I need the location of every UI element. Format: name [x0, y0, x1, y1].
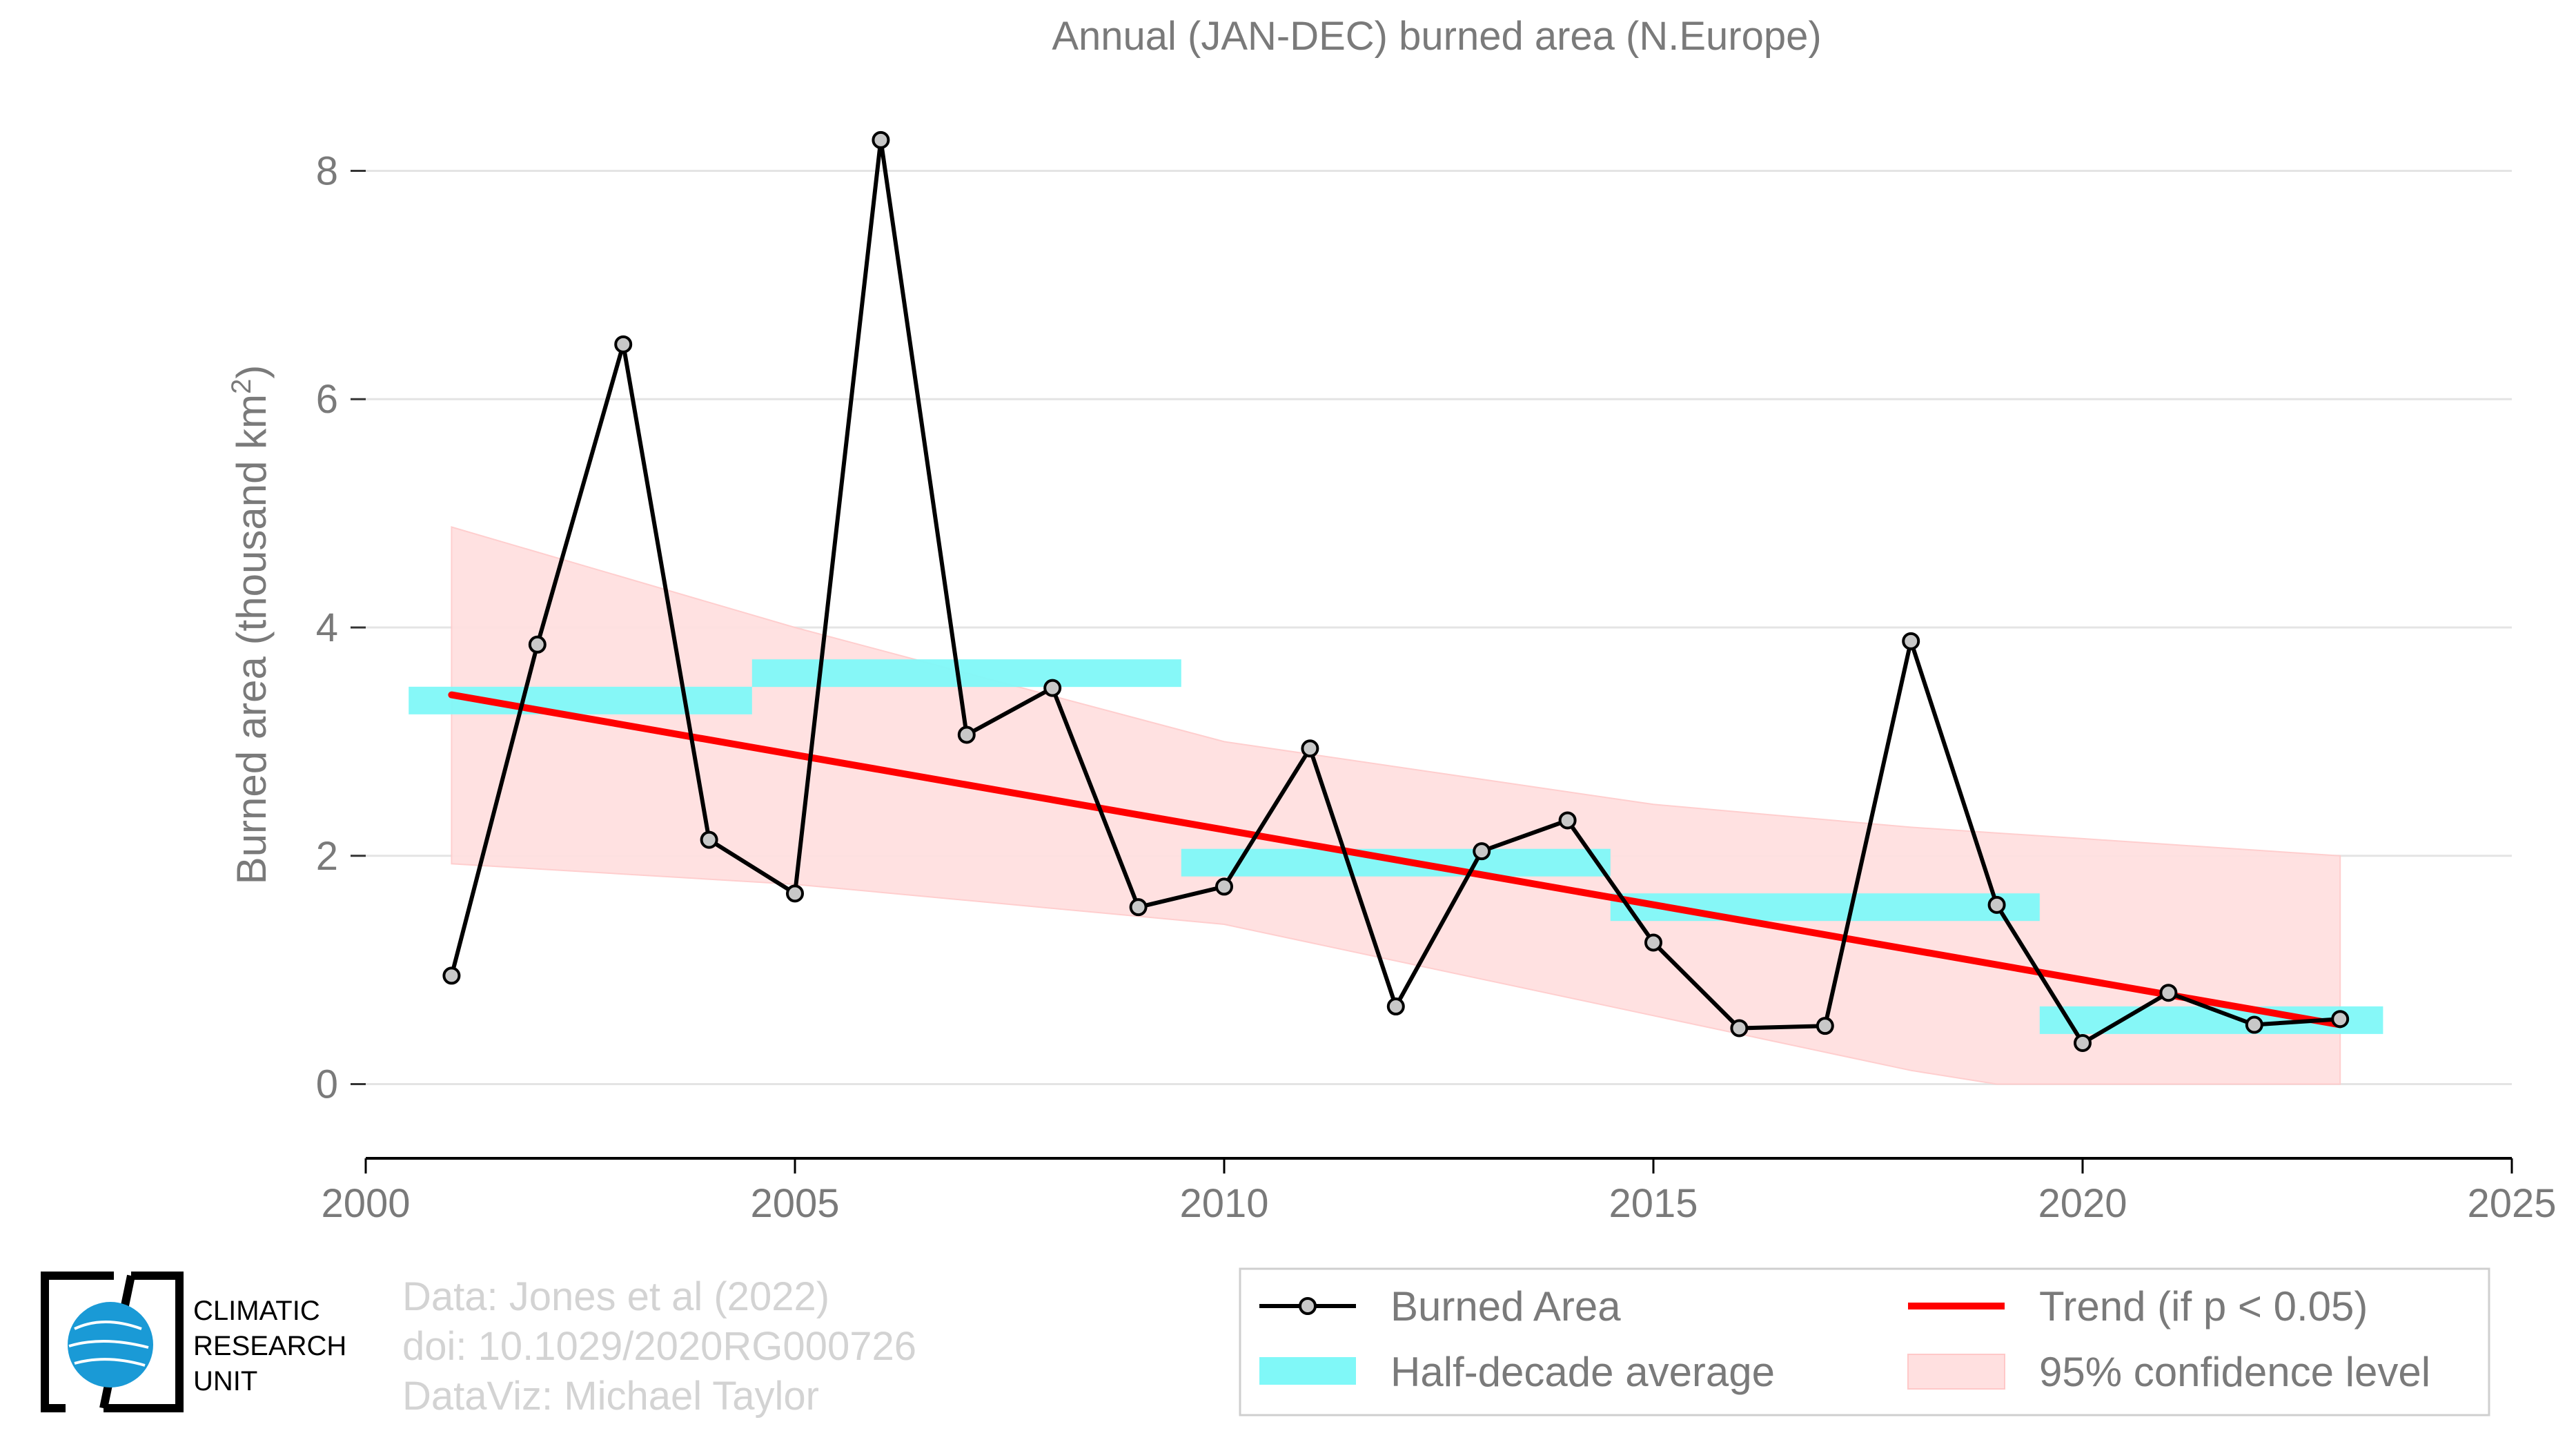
x-tick-label: 2000	[321, 1181, 410, 1226]
data-point	[872, 130, 890, 149]
legend-swatch-confidence	[1907, 1354, 2005, 1390]
x-tick-label: 2020	[2038, 1181, 2127, 1226]
logo-bracket-icon	[41, 1272, 184, 1412]
data-point	[1644, 933, 1662, 952]
data-point	[442, 966, 461, 985]
credit-doi: doi: 10.1029/2020RG000726	[402, 1324, 916, 1369]
x-tick-label: 2005	[750, 1181, 839, 1226]
trend-line	[448, 691, 2344, 1029]
chart-title: Annual (JAN-DEC) burned area (N.Europe)	[1052, 14, 1821, 59]
legend-label-half-decade: Half-decade average	[1390, 1349, 1775, 1395]
logo-globe-swirl-icon	[68, 1321, 149, 1367]
x-tick-label: 2010	[1179, 1181, 1268, 1226]
y-tick-label: 4	[316, 605, 338, 650]
legend-box	[1239, 1267, 2490, 1416]
data-point	[786, 884, 804, 903]
data-point	[957, 726, 976, 744]
data-point	[700, 830, 718, 849]
credits: Data: Jones et al (2022) doi: 10.1029/20…	[402, 1274, 916, 1419]
data-point	[1730, 1019, 1749, 1038]
axes: 0 2 4 6 8 2000 2005 2010 2015 2020 2025	[316, 148, 2557, 1226]
legend-swatch-half-decade	[1259, 1357, 1356, 1385]
data-point	[1129, 898, 1148, 917]
data-point	[2074, 1033, 2092, 1052]
y-tick-label: 0	[316, 1062, 338, 1107]
data-point	[614, 335, 633, 353]
x-tick-label: 2025	[2467, 1181, 2556, 1226]
logo-text-unit: UNIT	[193, 1366, 257, 1396]
data-point	[1987, 895, 2006, 914]
legend-marker-burned-area	[1299, 1297, 1317, 1315]
data-point	[1473, 842, 1491, 861]
data-point	[1301, 739, 1319, 758]
data-point	[2331, 1010, 2350, 1029]
series-layer	[442, 130, 2350, 1052]
data-point	[1816, 1017, 1834, 1035]
credit-dataviz: DataViz: Michael Taylor	[402, 1374, 819, 1419]
data-point	[1215, 877, 1233, 896]
data-point	[528, 635, 547, 654]
legend: Burned Area Trend (if p < 0.05) Half-dec…	[1239, 1267, 2490, 1416]
data-point	[2245, 1015, 2263, 1034]
logo-text-research: RESEARCH	[193, 1331, 346, 1361]
legend-label-confidence: 95% confidence level	[2039, 1349, 2430, 1395]
x-tick-label: 2015	[1609, 1181, 1698, 1226]
legend-label-trend: Trend (if p < 0.05)	[2039, 1283, 2368, 1330]
half-decade-bar	[409, 686, 752, 714]
data-point	[1386, 997, 1405, 1016]
y-tick-label: 2	[316, 834, 338, 879]
logo-text-climatic: CLIMATIC	[193, 1296, 320, 1326]
half-decade-bar	[751, 659, 1181, 688]
data-point	[2159, 984, 2178, 1002]
data-point	[1902, 632, 1920, 650]
cru-logo: CLIMATIC RESEARCH UNIT	[41, 1272, 346, 1412]
y-tick-label: 8	[316, 148, 338, 193]
credit-data: Data: Jones et al (2022)	[402, 1274, 829, 1319]
trend-layer	[448, 691, 2344, 1029]
y-tick-label: 6	[316, 377, 338, 422]
data-point	[1043, 679, 1062, 697]
data-point	[1558, 811, 1577, 830]
legend-label-burned-area: Burned Area	[1390, 1283, 1621, 1330]
y-axis-label: Burned area (thousand km2)	[226, 365, 275, 885]
